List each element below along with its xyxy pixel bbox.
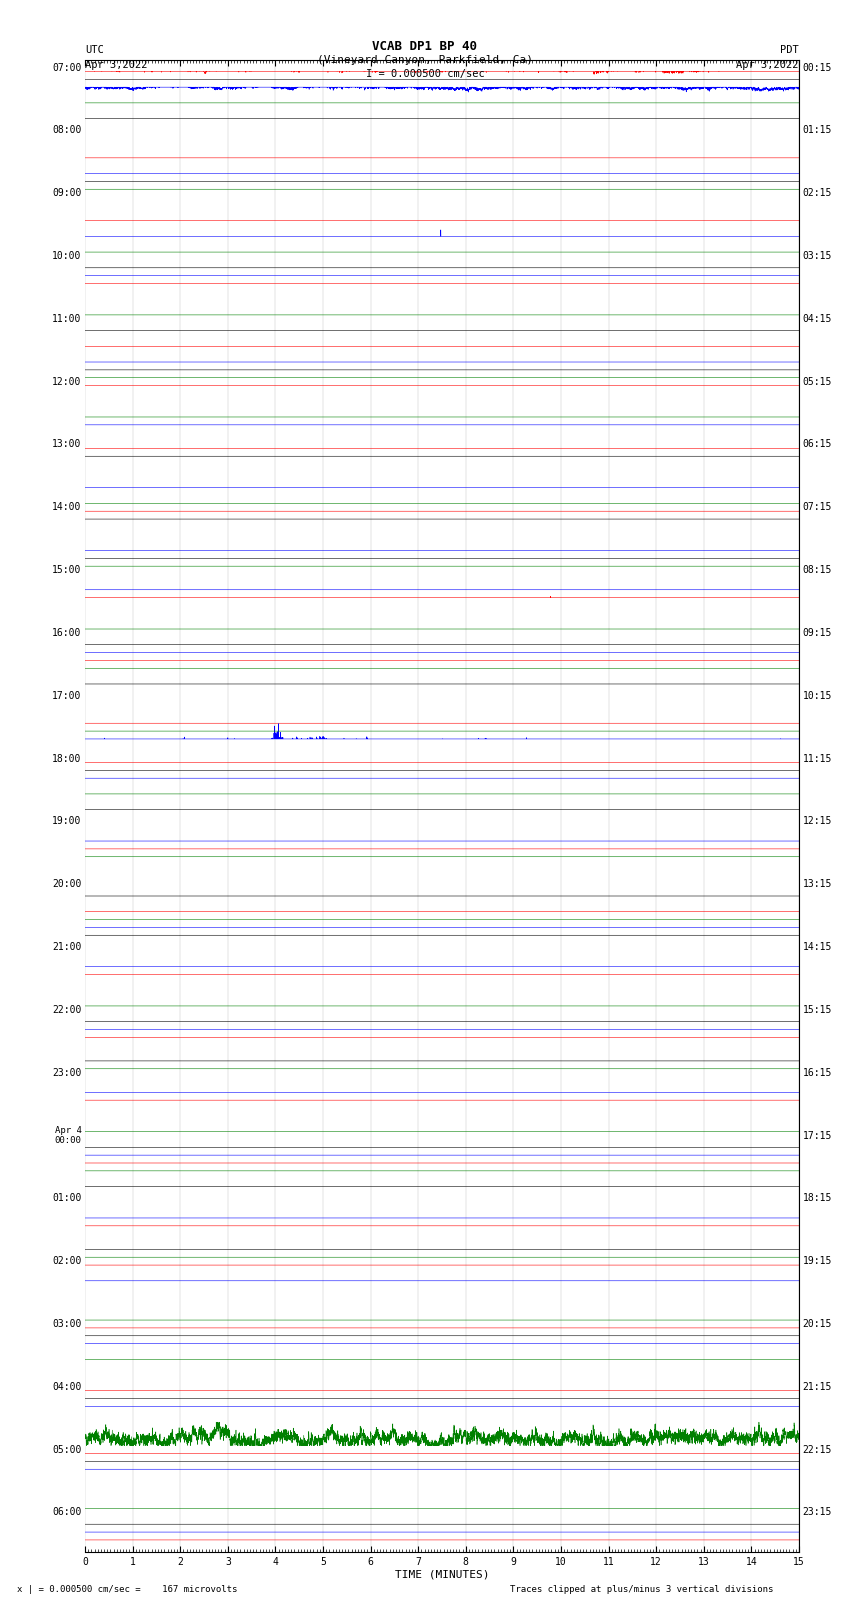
Text: 05:00: 05:00 [52, 1445, 82, 1455]
Text: 20:15: 20:15 [802, 1319, 832, 1329]
Text: 18:00: 18:00 [52, 753, 82, 763]
Text: x | = 0.000500 cm/sec =    167 microvolts: x | = 0.000500 cm/sec = 167 microvolts [17, 1584, 237, 1594]
Text: 21:00: 21:00 [52, 942, 82, 952]
Text: 18:15: 18:15 [802, 1194, 832, 1203]
Text: Apr 3,2022: Apr 3,2022 [736, 60, 799, 69]
Text: 02:15: 02:15 [802, 189, 832, 198]
Text: 13:15: 13:15 [802, 879, 832, 889]
Text: 10:15: 10:15 [802, 690, 832, 700]
Text: 13:00: 13:00 [52, 439, 82, 450]
Text: VCAB DP1 BP 40: VCAB DP1 BP 40 [372, 40, 478, 53]
Text: 07:00: 07:00 [52, 63, 82, 73]
Text: 15:00: 15:00 [52, 565, 82, 576]
Text: 06:00: 06:00 [52, 1508, 82, 1518]
Text: 08:00: 08:00 [52, 126, 82, 135]
Text: 19:00: 19:00 [52, 816, 82, 826]
Text: 20:00: 20:00 [52, 879, 82, 889]
Text: 04:15: 04:15 [802, 315, 832, 324]
Text: 08:15: 08:15 [802, 565, 832, 576]
Text: Apr 3,2022: Apr 3,2022 [85, 60, 148, 69]
Text: PDT: PDT [780, 45, 799, 55]
Text: 06:15: 06:15 [802, 439, 832, 450]
Text: 04:00: 04:00 [52, 1382, 82, 1392]
Text: 23:15: 23:15 [802, 1508, 832, 1518]
Text: (Vineyard Canyon, Parkfield, Ca): (Vineyard Canyon, Parkfield, Ca) [317, 55, 533, 65]
X-axis label: TIME (MINUTES): TIME (MINUTES) [394, 1569, 490, 1579]
Text: 02:00: 02:00 [52, 1257, 82, 1266]
Text: 22:15: 22:15 [802, 1445, 832, 1455]
Text: 11:00: 11:00 [52, 315, 82, 324]
Text: 03:00: 03:00 [52, 1319, 82, 1329]
Text: 23:00: 23:00 [52, 1068, 82, 1077]
Text: 12:00: 12:00 [52, 377, 82, 387]
Text: 03:15: 03:15 [802, 252, 832, 261]
Text: 09:15: 09:15 [802, 627, 832, 637]
Text: I = 0.000500 cm/sec: I = 0.000500 cm/sec [366, 69, 484, 79]
Text: 01:15: 01:15 [802, 126, 832, 135]
Text: 14:15: 14:15 [802, 942, 832, 952]
Text: 10:00: 10:00 [52, 252, 82, 261]
Text: 07:15: 07:15 [802, 502, 832, 513]
Text: 00:15: 00:15 [802, 63, 832, 73]
Text: 19:15: 19:15 [802, 1257, 832, 1266]
Text: 12:15: 12:15 [802, 816, 832, 826]
Text: 14:00: 14:00 [52, 502, 82, 513]
Text: 01:00: 01:00 [52, 1194, 82, 1203]
Text: Apr 4
00:00: Apr 4 00:00 [54, 1126, 82, 1145]
Text: 17:00: 17:00 [52, 690, 82, 700]
Text: 22:00: 22:00 [52, 1005, 82, 1015]
Text: Traces clipped at plus/minus 3 vertical divisions: Traces clipped at plus/minus 3 vertical … [510, 1584, 774, 1594]
Text: 16:00: 16:00 [52, 627, 82, 637]
Text: 11:15: 11:15 [802, 753, 832, 763]
Text: 17:15: 17:15 [802, 1131, 832, 1140]
Text: 16:15: 16:15 [802, 1068, 832, 1077]
Text: UTC: UTC [85, 45, 104, 55]
Text: 09:00: 09:00 [52, 189, 82, 198]
Text: 05:15: 05:15 [802, 377, 832, 387]
Text: 15:15: 15:15 [802, 1005, 832, 1015]
Text: 21:15: 21:15 [802, 1382, 832, 1392]
